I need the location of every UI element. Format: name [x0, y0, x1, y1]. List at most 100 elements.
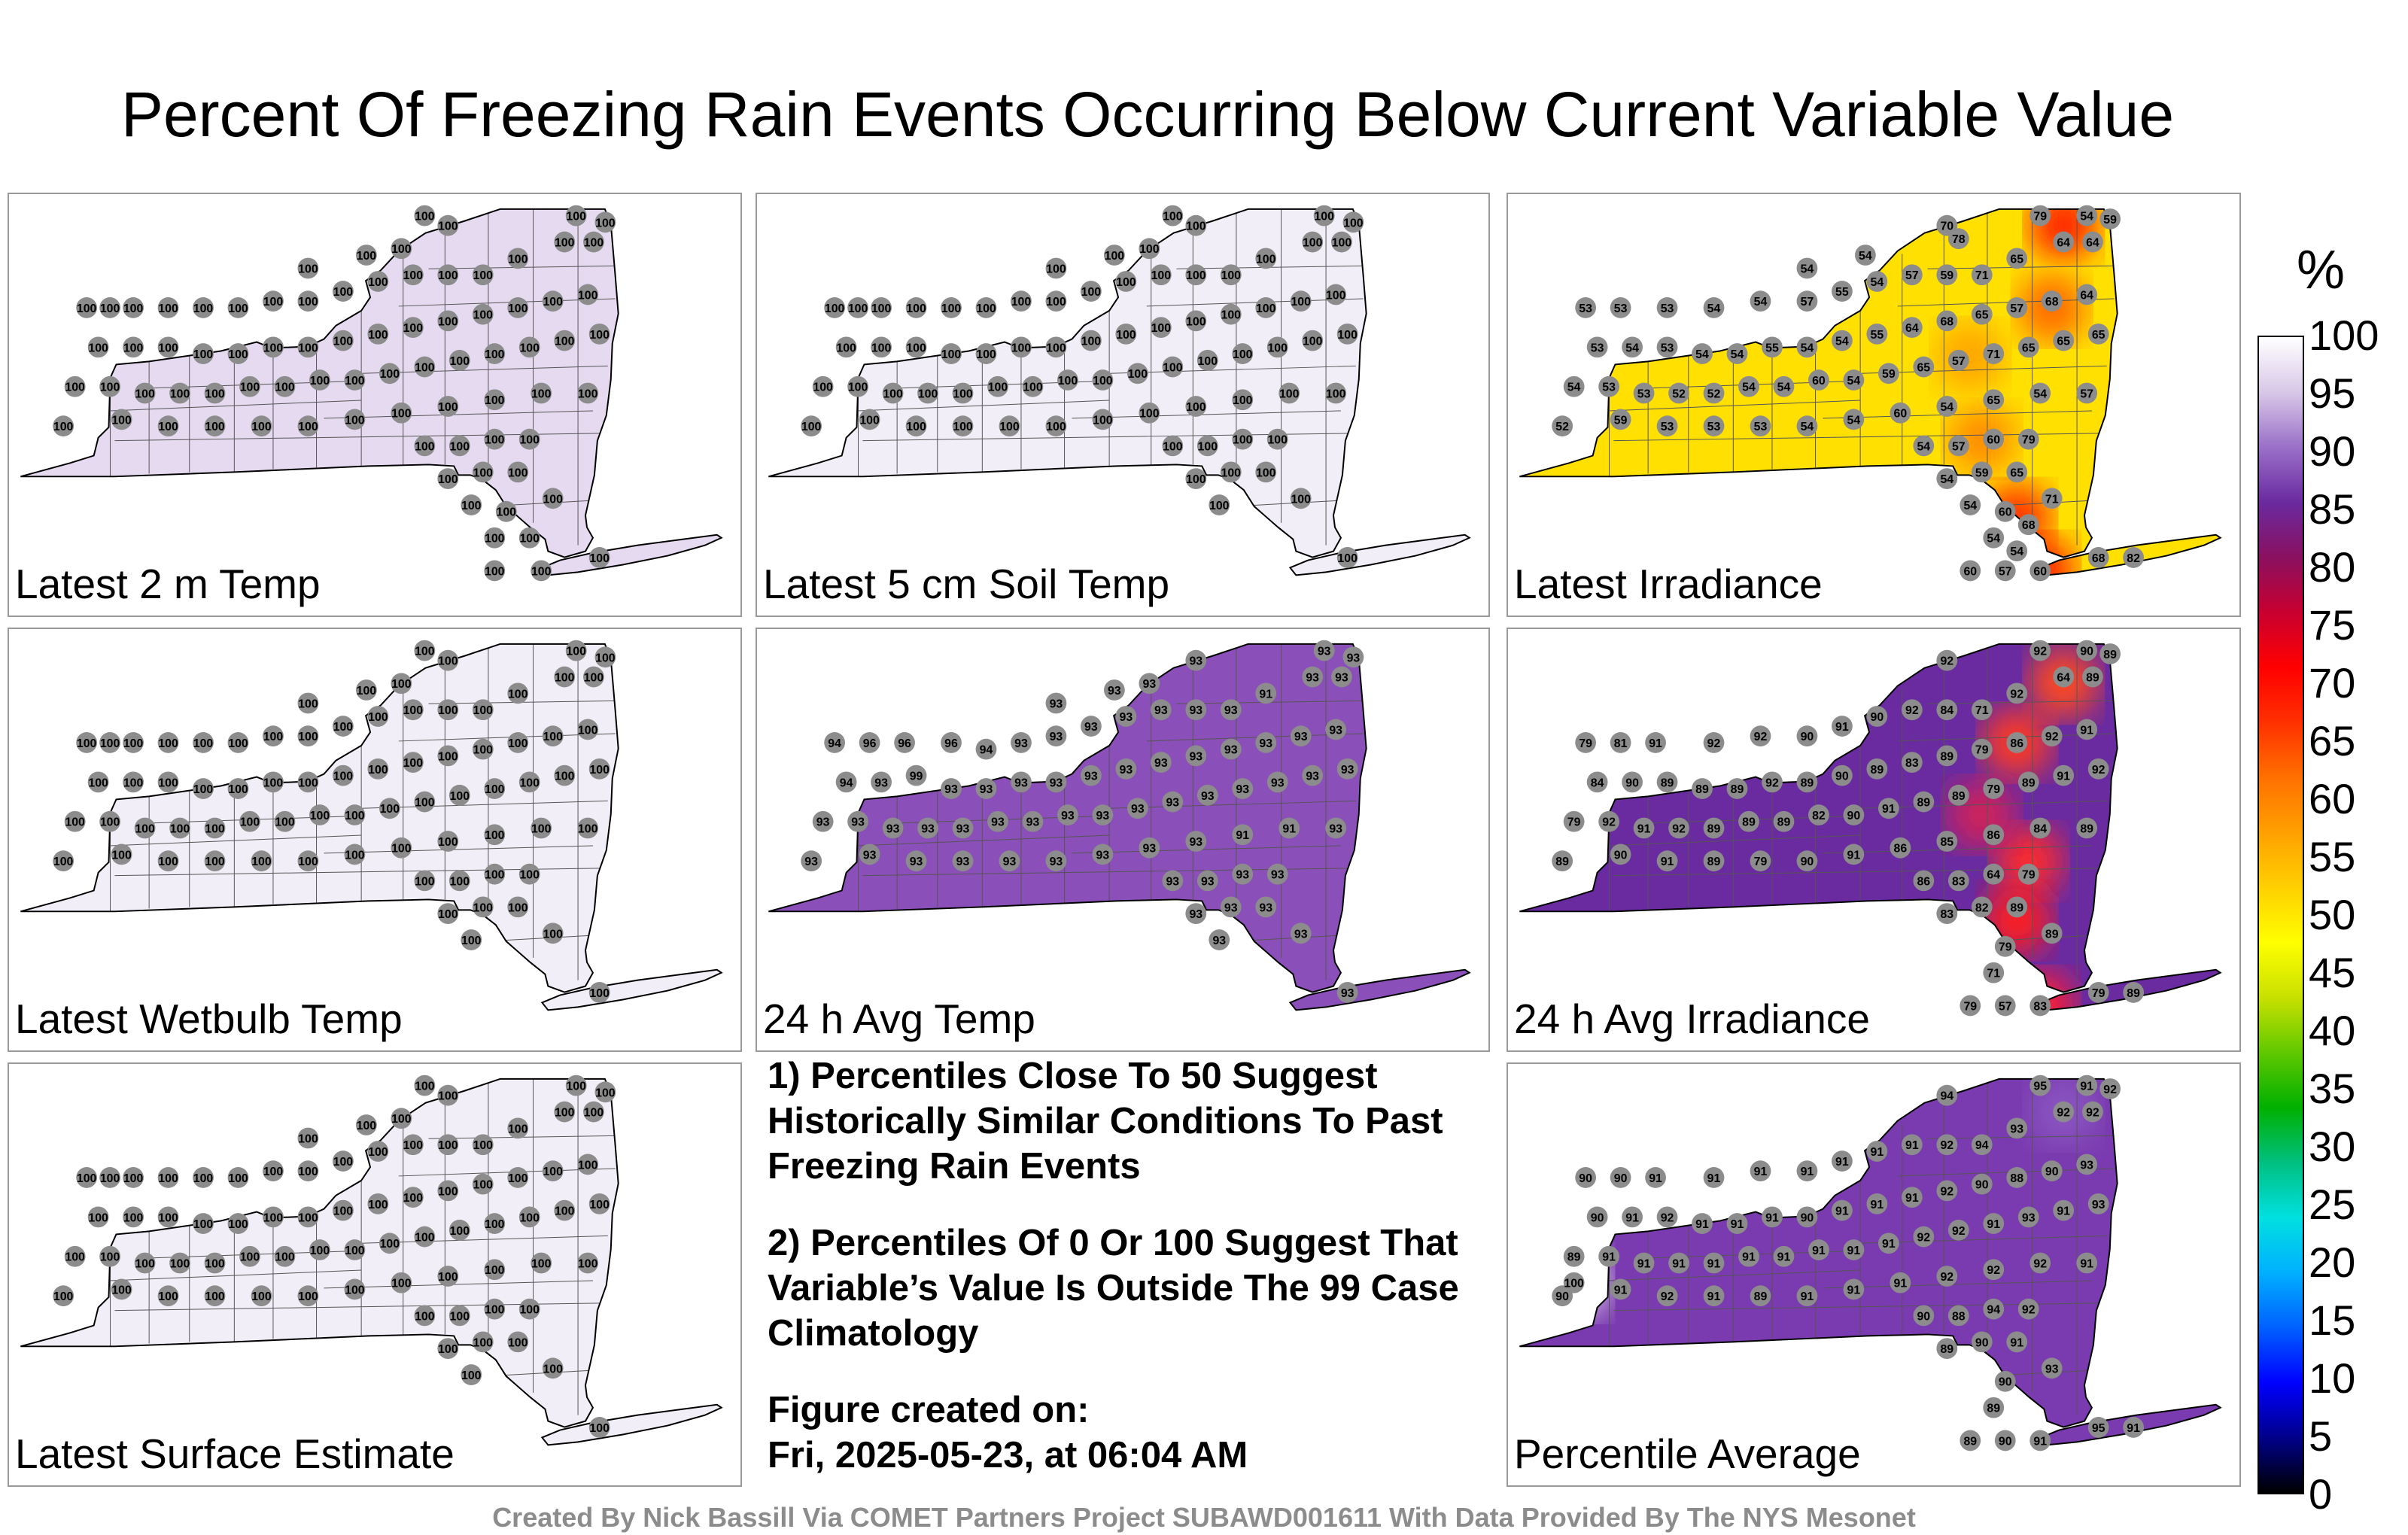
station-dot [157, 850, 179, 872]
station-value: 100 [111, 849, 132, 862]
station-marker: 100 [227, 343, 249, 364]
station-marker: 89 [1960, 1430, 1981, 1451]
station-marker: 65 [2053, 330, 2075, 351]
station-marker: 91 [1877, 1233, 1899, 1254]
station-value: 100 [345, 414, 365, 427]
station-value: 100 [1267, 342, 1288, 354]
station-dot [1796, 725, 1818, 747]
station-value: 59 [2103, 214, 2117, 226]
station-dot [2006, 1117, 2028, 1139]
station-dot [1796, 850, 1818, 872]
station-dot [414, 1074, 436, 1096]
station-marker: 92 [1936, 1134, 1958, 1156]
station-value: 100 [193, 1172, 214, 1185]
station-marker: 86 [1890, 837, 1911, 859]
station-value: 100 [555, 1107, 575, 1120]
station-dot [1255, 248, 1277, 269]
station-dot [859, 409, 880, 430]
station-dot [1575, 1167, 1597, 1188]
station-marker: 54 [1843, 369, 1865, 391]
station-marker: 91 [1750, 1160, 1771, 1182]
station-value: 100 [170, 388, 190, 400]
station-value: 100 [158, 737, 178, 750]
station-marker: 93 [1302, 764, 1324, 786]
station-dot [1901, 1187, 1923, 1208]
station-dot [518, 771, 540, 793]
station-value: 93 [1201, 790, 1215, 803]
station-dot [1645, 732, 1666, 753]
station-dot [859, 732, 880, 753]
station-value: 90 [1847, 810, 1861, 822]
station-dot [1045, 257, 1067, 279]
station-value: 91 [1835, 721, 1849, 734]
station-marker: 100 [157, 1167, 179, 1188]
station-value: 100 [1046, 263, 1066, 275]
station-value: 55 [1765, 342, 1779, 354]
station-value: 100 [508, 1336, 528, 1349]
station-dot [333, 330, 354, 351]
station-value: 100 [1221, 309, 1242, 322]
station-marker: 65 [2087, 323, 2109, 345]
station-value: 100 [205, 822, 225, 835]
station-value: 59 [1614, 414, 1628, 427]
station-value: 89 [2086, 672, 2099, 685]
station-marker: 93 [1162, 870, 1184, 892]
station-marker: 65 [2006, 248, 2028, 269]
station-value: 100 [519, 777, 540, 789]
station-value: 91 [1987, 1218, 2000, 1231]
county-line [1860, 365, 2107, 374]
station-dot [1022, 810, 1044, 832]
station-dot [53, 1285, 74, 1307]
station-value: 92 [1602, 816, 1616, 829]
station-dot [297, 1206, 319, 1228]
station-dot [461, 1364, 482, 1385]
station-marker: 93 [905, 850, 927, 872]
station-value: 100 [77, 737, 97, 750]
station-marker: 100 [193, 778, 214, 799]
station-dot [1913, 435, 1935, 457]
station-marker: 100 [64, 1245, 86, 1267]
station-marker: 100 [1185, 214, 1207, 236]
station-dot [402, 264, 424, 286]
panel-label: Latest Irradiance [1514, 561, 1823, 607]
station-value: 89 [1940, 750, 1953, 763]
station-dot [2076, 1252, 2098, 1274]
station-value: 90 [2080, 646, 2093, 658]
station-dot [905, 764, 927, 786]
station-marker: 100 [367, 706, 389, 727]
station-value: 100 [357, 685, 377, 698]
station-marker: 100 [1290, 488, 1312, 509]
station-value: 53 [1602, 381, 1616, 394]
station-marker: 59 [1877, 363, 1899, 385]
station-dot [2076, 719, 2098, 740]
station-dot [1575, 297, 1597, 318]
station-marker: 100 [518, 771, 540, 793]
station-value: 100 [298, 1211, 318, 1224]
station-dot [1796, 290, 1818, 312]
station-dot [1913, 356, 1935, 378]
station-dot [344, 1278, 366, 1300]
station-marker: 100 [577, 817, 599, 839]
station-value: 100 [906, 302, 926, 315]
station-value: 91 [1742, 1251, 1756, 1264]
station-dot [507, 1117, 529, 1139]
station-dot [531, 560, 552, 582]
station-dot [1633, 1252, 1655, 1274]
station-dot [2006, 297, 2028, 318]
station-dot [1947, 228, 1969, 250]
station-value: 100 [543, 1363, 563, 1375]
station-value: 94 [1975, 1139, 1989, 1152]
station-marker: 100 [297, 1127, 319, 1149]
station-dot [1255, 297, 1277, 318]
station-value: 91 [2033, 1435, 2047, 1448]
station-dot [123, 732, 144, 753]
station-marker: 100 [987, 375, 1008, 397]
station-dot [1726, 343, 1748, 364]
station-dot [448, 1219, 470, 1241]
station-marker: 91 [1633, 1252, 1655, 1274]
station-value: 100 [1256, 253, 1276, 266]
station-marker: 100 [1162, 356, 1184, 378]
station-dot [1947, 784, 1969, 806]
station-value: 100 [53, 421, 74, 433]
